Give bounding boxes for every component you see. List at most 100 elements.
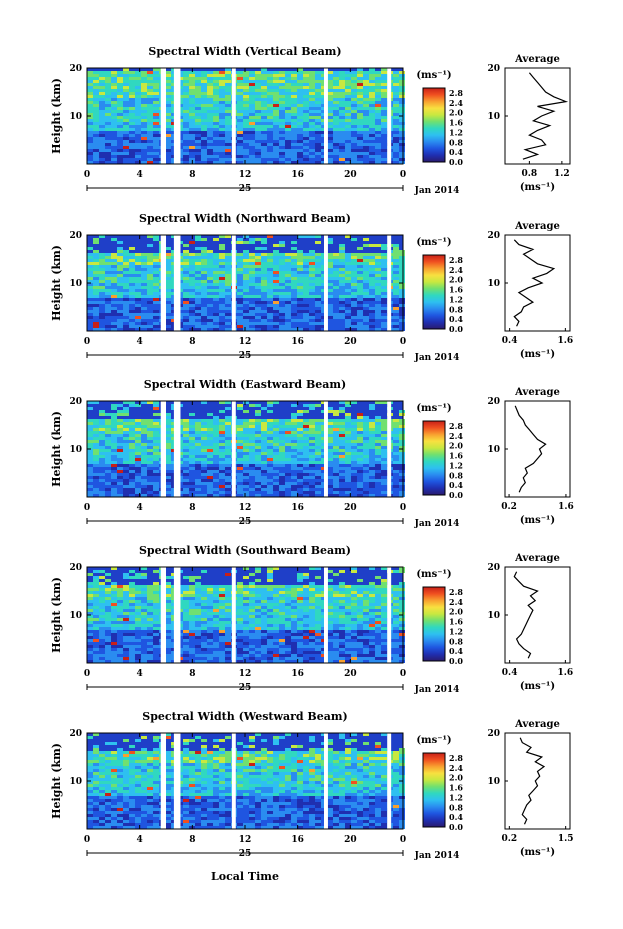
- data-gap: [173, 68, 181, 164]
- x-tick-label: 0: [400, 669, 406, 679]
- data-gap: [324, 401, 328, 497]
- x-tick-label: 16: [291, 669, 304, 679]
- panel-title: Spectral Width (Northward Beam): [139, 212, 351, 225]
- average-frame: [504, 400, 571, 498]
- data-gap: [387, 401, 392, 497]
- day-label: 25: [239, 683, 252, 693]
- colorbar-tick-label: 2.0: [449, 275, 463, 285]
- x-tick-label: 8: [189, 170, 195, 180]
- average-x-label: (ms⁻¹): [520, 515, 555, 526]
- panel-title: Spectral Width (Eastward Beam): [144, 378, 346, 391]
- colorbar-tick-label: 1.6: [449, 118, 463, 128]
- date-label: Jan 2014: [414, 685, 460, 695]
- colorbar: [422, 752, 446, 828]
- average-title: Average: [514, 553, 560, 564]
- average-profile-line: [522, 72, 569, 160]
- colorbar-tick-label: 2.8: [449, 587, 463, 597]
- day-label: 25: [239, 517, 252, 527]
- x-tick-label: 20: [344, 835, 357, 845]
- panel-title: Spectral Width (Westward Beam): [142, 710, 347, 723]
- x-tick-label: 4: [137, 337, 143, 347]
- data-gap: [173, 235, 181, 331]
- average-x-tick-label: 1.6: [558, 668, 574, 678]
- x-tick-label: 0: [400, 835, 406, 845]
- data-gap: [387, 567, 392, 663]
- colorbar-tick-label: 0.0: [449, 656, 463, 666]
- colorbar-tick-label: 2.8: [449, 255, 463, 265]
- average-frame: [504, 67, 571, 165]
- date-label: Jan 2014: [414, 353, 460, 363]
- colorbar: [422, 420, 446, 496]
- data-gap: [387, 733, 392, 829]
- x-tick-label: 0: [84, 503, 90, 513]
- average-profile-line: [513, 571, 539, 659]
- average-x-tick-label: 1.6: [558, 336, 574, 346]
- x-tick-label: 0: [400, 503, 406, 513]
- panel-1: Spectral Width (Northward Beam) 0 4 8 12 16 20…: [50, 212, 573, 363]
- colorbar-tick-label: 1.6: [449, 783, 463, 793]
- average-title: Average: [514, 54, 560, 65]
- panel-0: Spectral Width (Vertical Beam) 0 4 8 12 16 20 0…: [50, 45, 571, 196]
- panel-4: Spectral Width (Westward Beam) 0 4 8 12 16 20 0…: [50, 710, 574, 861]
- colorbar-tick-label: 0.4: [449, 646, 463, 656]
- colorbar-tick-label: 2.8: [449, 88, 463, 98]
- data-gap: [231, 567, 236, 663]
- colorbar-unit: (ms⁻¹): [416, 735, 451, 746]
- x-tick-label: 0: [84, 835, 90, 845]
- colorbar-tick-label: 0.8: [449, 304, 463, 314]
- data-gap: [387, 68, 392, 164]
- colorbar-tick-label: 1.2: [449, 792, 463, 802]
- data-gap: [324, 68, 328, 164]
- x-tick-label: 8: [189, 669, 195, 679]
- day-label: 25: [239, 184, 252, 194]
- average-profile-line: [513, 239, 556, 327]
- data-gap: [160, 567, 166, 663]
- average-x-tick-label: 1.5: [558, 834, 574, 844]
- average-y-tick-label: 10: [487, 112, 500, 122]
- x-tick-label: 4: [137, 669, 143, 679]
- colorbar-tick-label: 2.4: [449, 431, 463, 441]
- y-axis-label: Height (km): [50, 245, 63, 321]
- colorbar-tick-label: 2.0: [449, 441, 463, 451]
- y-axis-label: Height (km): [50, 78, 63, 154]
- data-gap: [160, 235, 166, 331]
- y-tick-label: 20: [69, 563, 82, 573]
- data-gap: [324, 733, 328, 829]
- y-tick-label: 10: [69, 279, 82, 289]
- colorbar-tick-label: 0.4: [449, 314, 463, 324]
- x-tick-label: 0: [84, 337, 90, 347]
- average-y-tick-label: 20: [487, 563, 500, 573]
- y-tick-label: 20: [69, 397, 82, 407]
- panel-title: Spectral Width (Vertical Beam): [148, 45, 341, 58]
- x-tick-label: 0: [400, 337, 406, 347]
- colorbar-tick-label: 1.6: [449, 285, 463, 295]
- x-tick-label: 0: [400, 170, 406, 180]
- average-title: Average: [514, 719, 560, 730]
- x-tick-label: 20: [344, 669, 357, 679]
- average-y-tick-label: 10: [487, 611, 500, 621]
- colorbar-tick-label: 0.8: [449, 470, 463, 480]
- x-tick-label: 20: [344, 337, 357, 347]
- x-tick-label: 12: [239, 669, 252, 679]
- colorbar: [422, 87, 446, 163]
- average-y-tick-label: 10: [487, 279, 500, 289]
- x-tick-label: 20: [344, 503, 357, 513]
- colorbar-tick-label: 1.6: [449, 617, 463, 627]
- day-label: 25: [239, 849, 252, 859]
- x-tick-label: 12: [239, 170, 252, 180]
- data-gap: [324, 567, 328, 663]
- x-tick-label: 8: [189, 503, 195, 513]
- colorbar-tick-label: 0.0: [449, 324, 463, 334]
- day-label: 25: [239, 351, 252, 361]
- x-axis-label: Local Time: [211, 870, 279, 883]
- date-label: Jan 2014: [414, 851, 460, 861]
- date-label: Jan 2014: [414, 186, 460, 196]
- colorbar-tick-label: 1.6: [449, 451, 463, 461]
- x-tick-label: 4: [137, 503, 143, 513]
- x-tick-label: 16: [291, 337, 304, 347]
- panel-title: Spectral Width (Southward Beam): [139, 544, 351, 557]
- data-gap: [173, 567, 181, 663]
- panel-3: Spectral Width (Southward Beam) 0 4 8 12 16 20…: [50, 544, 573, 695]
- y-tick-label: 10: [69, 777, 82, 787]
